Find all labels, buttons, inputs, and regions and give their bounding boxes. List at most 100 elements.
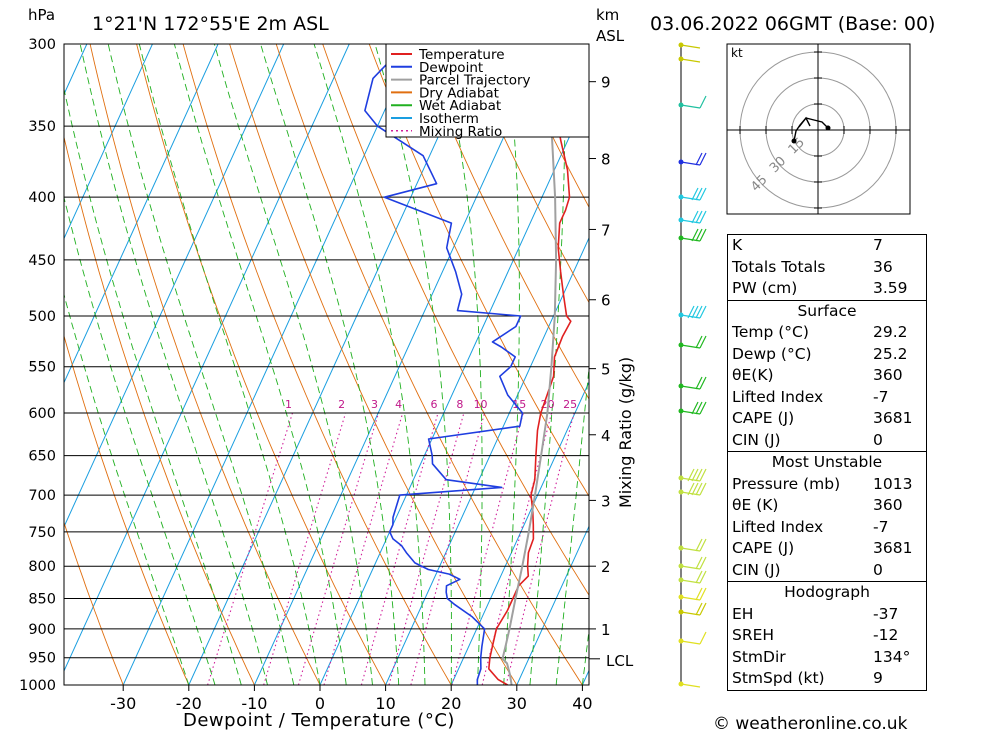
x-tick-label: 0 [315,694,325,713]
wind-barb-flag [695,376,703,390]
legend-label: Isotherm [419,111,479,127]
index-value: 1013 [873,474,913,493]
asl-label: ASL [596,27,625,45]
index-label: Pressure (mb) [732,474,841,493]
mixing-ratio-tick-label: 4 [395,398,402,411]
wet-adiabat-line [64,195,216,685]
wind-barb-flag [691,228,699,242]
wind-barb-flag [695,468,703,482]
copyright-label[interactable]: © weatheronline.co.uk [713,714,908,733]
pressure-tick-label: 800 [28,559,56,575]
wind-barb-flag [691,468,699,482]
pressure-tick-label: 450 [28,253,56,269]
mixing-ratio-line [263,412,347,685]
legend-label: Dewpoint [419,60,483,76]
wind-barb-flag [699,335,707,349]
x-tick-label: -10 [241,694,267,713]
legend-box [385,43,590,138]
wind-barb-shaft [680,104,701,109]
wind-barb-flag [695,570,703,584]
index-label: Dewp (°C) [732,344,812,363]
table-row: θE(K) 360 [728,365,926,387]
mixing-ratio-tick-label: 25 [563,398,577,411]
wet-adiabat-line [555,364,589,685]
wet-adiabat-line [440,44,483,685]
wind-barb-flag [699,587,707,601]
index-label: Lifted Index [732,387,824,406]
x-tick-label: 20 [441,694,461,713]
km-tick-label: 8 [601,151,611,169]
index-label: EH [732,604,754,623]
wind-barb-flag [699,152,707,166]
isotherm-line [516,525,589,685]
index-value: 360 [873,496,903,514]
isotherm-line [450,380,589,685]
index-value: 9 [873,669,883,687]
index-label: PW (cm) [732,279,798,297]
wind-barb-flag [699,602,707,616]
table-row: θE (K) 360 [728,495,926,517]
table-row: Lifted Index -7 [728,517,926,539]
wind-barb-flag [699,482,707,496]
pressure-tick-label: 300 [28,37,56,53]
km-tick-label: 4 [601,427,611,445]
wind-barb-flag [695,401,703,415]
table-row: Lifted Index -7 [728,387,926,409]
wind-barb-flag [695,587,703,601]
wind-barb-shaft [680,640,701,645]
index-value: 360 [873,366,903,384]
km-tick-label: 3 [601,492,611,510]
isotherm-line [64,44,153,240]
wind-barb-flag [687,482,695,496]
index-label: CIN (J) [732,560,781,579]
wind-barb-flag [687,468,695,482]
index-row-totals: Totals Totals 36 [728,257,926,279]
table-row: EH -37 [728,604,926,626]
pressure-tick-label: 750 [28,525,56,541]
index-row-pw: PW (cm) 3.59 [728,278,926,300]
wind-barb-flag [695,187,703,201]
wet-adiabat-line [260,44,400,685]
mixing-ratio-tick-label: 3 [371,398,378,411]
mixing-ratio-tick-label: 1 [285,398,292,411]
legend-label: Wet Adiabat [419,98,501,114]
wind-barb-flag [699,210,707,224]
mixing-ratio-line [323,412,404,685]
index-label: StmSpd (kt) [732,669,825,687]
km-tick-label: 5 [601,361,611,379]
index-value: -37 [873,604,899,623]
wet-adiabat-line [313,44,426,685]
km-unit-label: km [596,6,619,24]
wind-barb-flag [691,482,699,496]
wind-barb-flag [695,602,703,616]
index-value: 3681 [873,409,913,427]
profile-parcel-trajectory-line [501,44,558,685]
mixing-ratio-line [207,412,294,685]
isotherm-line [0,44,21,685]
dry-adiabat-line [182,44,452,685]
index-value: 3681 [873,539,913,557]
table-row: Pressure (mb) 1013 [728,474,926,496]
mixing-ratio-tick-label: 10 [474,398,488,411]
wet-adiabat-line [79,44,268,685]
km-tick-label: 1 [601,621,611,639]
index-label: CAPE (J) [732,539,795,557]
surface-title: Surface [797,301,857,320]
plot-frame [63,43,590,686]
index-value: 25.2 [873,344,908,363]
mixing-ratio-axis-title: Mixing Ratio (g/kg) [616,357,635,508]
surface-box: Surface Temp (°C) 29.2 Dewp (°C) 25.2 θE(K… [727,299,927,451]
wind-barb-flag [691,187,699,201]
x-tick-label: -30 [110,694,136,713]
hodograph-title: Hodograph [784,583,870,601]
dry-adiabat-line [415,44,589,400]
wet-adiabat-line [374,44,452,685]
pressure-tick-label: 600 [28,406,56,422]
index-value: -7 [873,387,889,406]
index-value: 7 [873,236,883,254]
profile-dewpoint-line [364,44,524,685]
wind-barb-flag [687,305,695,319]
mixing-ratio-tick-label: 2 [338,398,345,411]
